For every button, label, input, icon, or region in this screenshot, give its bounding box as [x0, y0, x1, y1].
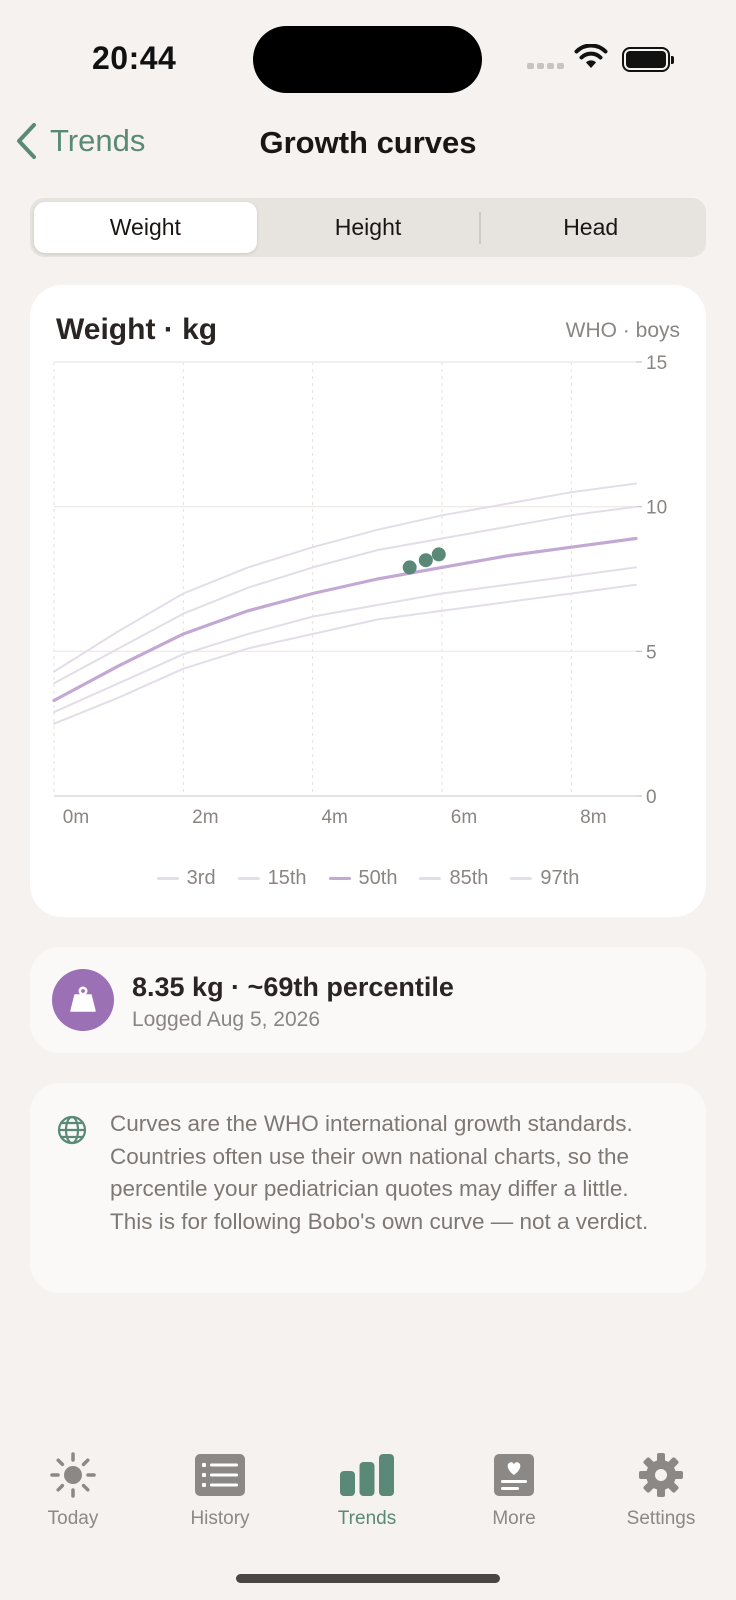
latest-weight-value: 8.35 kg · ~69th percentile — [132, 972, 454, 1002]
segment-divider — [479, 212, 481, 244]
home-indicator — [236, 1574, 500, 1583]
back-button[interactable]: Trends — [14, 122, 145, 160]
x-tick-label: 0m — [63, 807, 89, 828]
percentile-curve-15th — [53, 566, 637, 714]
tab-settings[interactable]: Settings — [601, 1450, 721, 1530]
legend-swatch — [237, 877, 260, 880]
percentile-curve-50th — [52, 536, 638, 703]
legend-swatch — [328, 877, 351, 880]
bar-chart-icon — [340, 1454, 394, 1496]
y-tick-label: 10 — [646, 498, 667, 519]
legend-label: 50th — [358, 867, 398, 889]
legend-item-97th: 97th — [510, 867, 579, 890]
x-tick-label: 2m — [192, 807, 218, 828]
y-tick-label: 5 — [646, 642, 657, 663]
segment-height[interactable]: Height — [334, 214, 402, 240]
legend-label: 15th — [267, 867, 307, 889]
x-tick-label: 6m — [451, 807, 477, 828]
chart-legend: 3rd 15th 50th 85th 97th — [30, 867, 706, 890]
y-tick-label: 0 — [646, 787, 657, 808]
legend-label: 3rd — [186, 867, 216, 889]
heart-card-icon — [494, 1454, 534, 1496]
tab-trends[interactable]: Trends — [307, 1450, 427, 1530]
back-button-label: Trends — [50, 123, 146, 158]
page-title: Growth curves — [259, 125, 477, 160]
chevron-left-icon — [17, 123, 36, 159]
latest-logged-date: Logged Aug 5, 2026 — [132, 1008, 321, 1031]
cellular-signal-icon — [527, 63, 564, 69]
battery-icon — [622, 47, 674, 72]
globe-icon — [57, 1115, 87, 1145]
growth-chart: 0m 2m 4m 6m 8m 0 5 10 15 — [52, 353, 667, 828]
legend-item-15th: 15th — [237, 867, 307, 890]
metric-segmented-control: Weight Height Head — [30, 198, 706, 257]
growth-chart-card: 0m 2m 4m 6m 8m 0 5 10 15 Weight · kg WHO · boys … — [30, 285, 706, 917]
sun-icon — [50, 1452, 96, 1498]
percentile-curve-85th — [53, 505, 637, 685]
tab-more-label: More — [492, 1508, 536, 1529]
legend-label: 97th — [540, 867, 580, 889]
tab-bar: Today History Trends — [0, 1450, 736, 1560]
percentile-curve-3rd — [53, 583, 637, 725]
legend-label: 85th — [449, 867, 489, 889]
gear-icon — [639, 1453, 683, 1497]
tab-trends-label: Trends — [337, 1508, 397, 1529]
scale-weight-icon — [52, 969, 114, 1031]
legend-swatch — [156, 877, 179, 880]
legend-item-50th: 50th — [328, 867, 398, 890]
tab-settings-label: Settings — [626, 1508, 696, 1529]
legend-item-3rd: 3rd — [156, 867, 216, 890]
legend-swatch — [419, 877, 442, 880]
chart-source: WHO · boys — [565, 319, 680, 342]
status-time: 20:44 — [92, 40, 177, 76]
x-tick-label: 8m — [580, 807, 606, 828]
tab-today-label: Today — [47, 1508, 99, 1529]
percentile-curve-97th — [53, 482, 637, 673]
tab-today[interactable]: Today — [13, 1450, 133, 1530]
measurement-point — [402, 560, 417, 575]
y-tick-label: 15 — [646, 353, 667, 374]
who-info-text: Curves are the WHO international growth … — [110, 1111, 649, 1234]
list-icon — [195, 1454, 245, 1496]
dynamic-island — [253, 26, 482, 93]
measurement-point — [431, 547, 446, 562]
segment-weight[interactable]: Weight — [34, 202, 257, 253]
segment-head[interactable]: Head — [563, 214, 619, 240]
who-info-card: Curves are the WHO international growth … — [30, 1083, 706, 1293]
latest-measurement-card[interactable]: 8.35 kg · ~69th percentile Logged Aug 5,… — [30, 947, 706, 1053]
tab-more[interactable]: More — [454, 1450, 574, 1530]
wifi-icon — [574, 44, 608, 68]
tab-history-label: History — [190, 1508, 250, 1529]
chart-title: Weight · kg — [56, 313, 218, 346]
legend-swatch — [510, 877, 533, 880]
measurement-point — [418, 553, 433, 568]
tab-history[interactable]: History — [160, 1450, 280, 1530]
x-tick-label: 4m — [321, 807, 347, 828]
legend-item-85th: 85th — [419, 867, 488, 890]
status-bar: 20:44 — [0, 0, 736, 110]
